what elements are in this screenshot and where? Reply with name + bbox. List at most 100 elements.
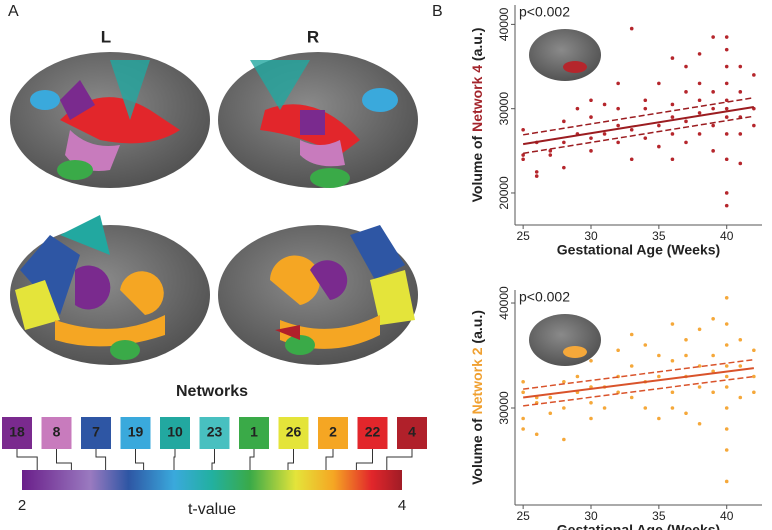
- y-axis-title-part: Network 2: [469, 347, 485, 414]
- point: [670, 102, 675, 107]
- point: [684, 140, 688, 145]
- point: [724, 448, 729, 452]
- y-tick-label: 30000: [497, 92, 511, 126]
- point: [738, 132, 743, 136]
- point: [724, 364, 729, 368]
- hemisphere-label: R: [307, 27, 319, 46]
- point: [670, 56, 675, 60]
- point: [724, 64, 729, 69]
- point: [521, 157, 525, 162]
- confidence-line: [523, 358, 754, 390]
- network-label: 22: [365, 424, 381, 440]
- panel-label: B: [432, 3, 443, 20]
- point: [629, 395, 634, 400]
- point: [616, 348, 620, 353]
- point: [670, 390, 675, 395]
- y-axis-title: Volume of Network 4 (a.u.): [469, 28, 485, 203]
- point: [670, 157, 675, 162]
- point: [724, 427, 729, 431]
- network-box: [318, 417, 348, 449]
- point: [752, 123, 756, 128]
- brain-lateral-left: [10, 52, 210, 188]
- point: [629, 157, 634, 162]
- point: [657, 144, 661, 149]
- point: [684, 119, 688, 124]
- point: [616, 123, 620, 128]
- panel-label: A: [8, 3, 19, 20]
- point: [562, 165, 566, 170]
- point: [643, 406, 648, 410]
- point: [697, 98, 702, 103]
- colorbar-min: 2: [18, 497, 26, 514]
- point: [643, 136, 648, 140]
- connector: [135, 449, 145, 470]
- point: [657, 353, 661, 358]
- point: [711, 106, 715, 111]
- point: [711, 369, 715, 374]
- point: [521, 153, 525, 157]
- inset-brain: [529, 29, 601, 81]
- point: [711, 123, 715, 128]
- point: [657, 416, 661, 421]
- confidence-line: [523, 96, 754, 136]
- point: [534, 174, 539, 178]
- point: [724, 374, 729, 379]
- x-tick-label: 30: [584, 509, 598, 523]
- point: [589, 115, 593, 119]
- point: [643, 106, 648, 111]
- y-tick-label: 40000: [497, 286, 511, 320]
- networks-title: Networks: [176, 383, 248, 400]
- point: [589, 416, 593, 421]
- network-box: [199, 417, 230, 449]
- x-tick-label: 40: [720, 229, 734, 243]
- point: [724, 106, 729, 111]
- point: [616, 106, 620, 111]
- point: [711, 149, 715, 153]
- network-box: [239, 417, 269, 449]
- y-axis-title-part: Volume of: [469, 132, 485, 203]
- point: [697, 111, 702, 115]
- x-tick-label: 30: [584, 229, 598, 243]
- point: [616, 81, 620, 86]
- point: [589, 149, 593, 153]
- point: [534, 170, 539, 174]
- x-axis-title: Gestational Age (Weeks): [557, 242, 720, 258]
- point: [711, 390, 715, 395]
- network-label: 7: [92, 424, 100, 440]
- point: [548, 411, 553, 416]
- point: [521, 390, 525, 395]
- network-box: [397, 417, 427, 449]
- network-box: [357, 417, 388, 449]
- point: [697, 421, 702, 426]
- point: [697, 52, 702, 56]
- network-label: 10: [167, 424, 183, 440]
- point: [534, 432, 539, 437]
- y-tick-label: 30000: [497, 391, 511, 425]
- point: [629, 332, 634, 337]
- point: [602, 102, 607, 107]
- point: [657, 374, 661, 379]
- point: [589, 358, 593, 363]
- point: [738, 395, 743, 400]
- point: [724, 385, 729, 389]
- fit-line: [522, 106, 755, 146]
- point: [643, 343, 648, 347]
- point: [589, 400, 593, 405]
- point: [670, 132, 675, 136]
- hemisphere-label: L: [101, 27, 111, 46]
- network-label: 1: [250, 424, 258, 440]
- point: [548, 149, 553, 153]
- colorbar-label: t-value: [188, 501, 236, 518]
- brain-medial-left: [10, 215, 210, 365]
- y-axis-title-part: Volume of: [469, 414, 485, 485]
- point: [670, 358, 675, 363]
- point: [562, 140, 566, 145]
- point: [643, 98, 648, 103]
- point: [738, 364, 743, 368]
- connector: [355, 449, 373, 470]
- point: [657, 81, 661, 86]
- confidence-line: [523, 375, 754, 407]
- point: [724, 479, 729, 484]
- point: [562, 119, 566, 124]
